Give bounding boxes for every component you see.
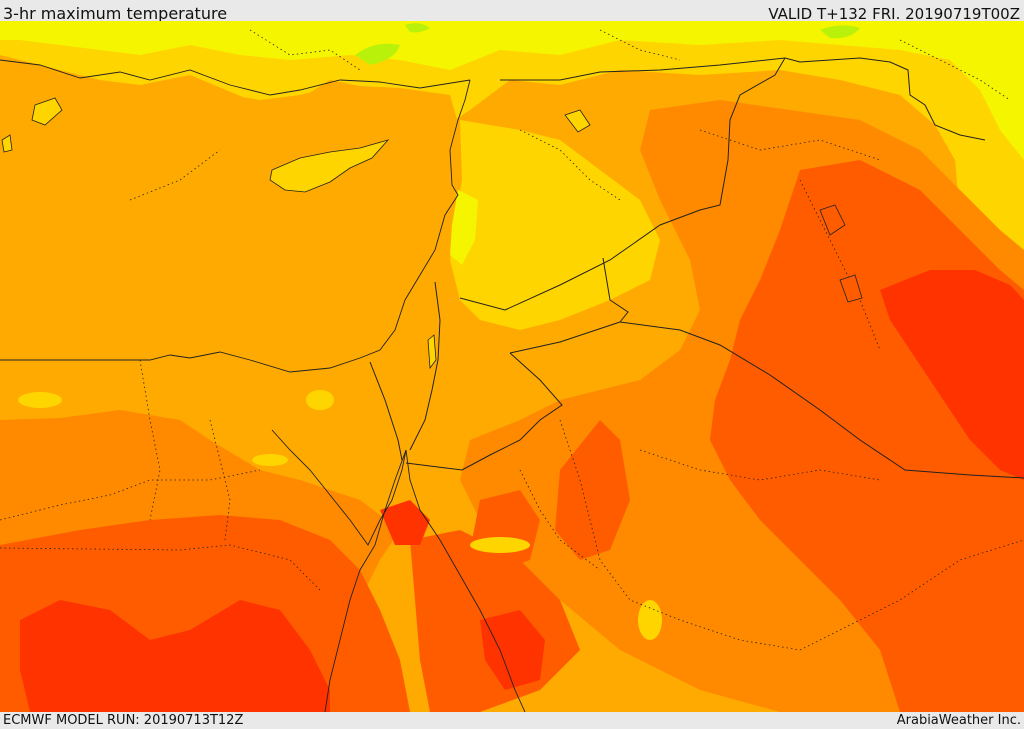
header-bar: 3-hr maximum temperature VALID T+132 FRI… bbox=[0, 0, 1024, 21]
green-patch-2 bbox=[820, 25, 860, 39]
yellow-speck-3 bbox=[470, 537, 530, 553]
lake-3 bbox=[839, 274, 863, 303]
red-sea-red-patch bbox=[380, 500, 430, 545]
arabia-red-blob-1 bbox=[555, 420, 630, 560]
southeast-red-patch bbox=[480, 610, 545, 690]
province-borders bbox=[0, 29, 1024, 651]
valid-time: VALID T+132 FRI. 20190719T00Z bbox=[768, 5, 1020, 21]
credit-label: ArabiaWeather Inc. bbox=[896, 713, 1021, 728]
yellow-speck-5 bbox=[252, 454, 288, 466]
dead-sea bbox=[427, 334, 437, 370]
model-run-label: ECMWF MODEL RUN: 20190713T12Z bbox=[3, 713, 244, 728]
yellow-speck-2 bbox=[306, 390, 334, 410]
crete-island bbox=[31, 97, 63, 126]
small-island bbox=[1, 134, 13, 153]
country-borders bbox=[369, 57, 1024, 479]
yellow-speck-4 bbox=[638, 600, 662, 640]
lake-2 bbox=[819, 204, 846, 236]
levant-yellow-zone bbox=[450, 120, 660, 330]
footer-bar: ECMWF MODEL RUN: 20190713T12Z ArabiaWeat… bbox=[0, 712, 1024, 729]
map-canvas bbox=[0, 21, 1024, 712]
coastlines bbox=[0, 59, 526, 712]
map-title: 3-hr maximum temperature bbox=[3, 4, 228, 21]
temperature-map[interactable] bbox=[0, 21, 1024, 712]
coastal-yellow-strip bbox=[450, 190, 478, 265]
cyprus-island bbox=[269, 139, 390, 193]
southwest-red-zone bbox=[20, 600, 330, 712]
northern-lightyellow-zone bbox=[0, 21, 1024, 160]
green-patch-1 bbox=[355, 43, 400, 65]
lake-1 bbox=[564, 109, 591, 133]
yellow-speck-1 bbox=[18, 392, 62, 408]
gulf-red-zone bbox=[880, 270, 1024, 480]
green-patch-3 bbox=[405, 23, 430, 33]
northern-yellow-zone bbox=[0, 21, 1024, 260]
